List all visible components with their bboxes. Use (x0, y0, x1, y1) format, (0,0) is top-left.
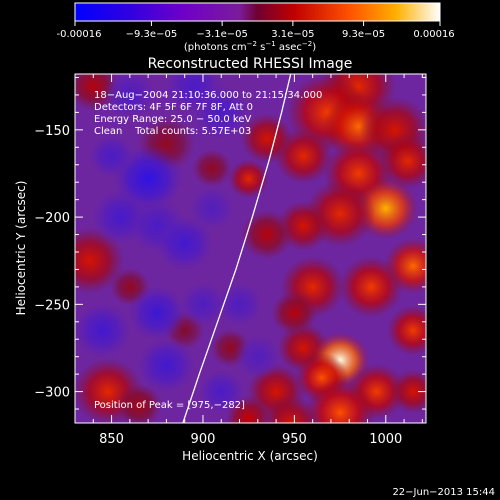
heatmap-blob (304, 379, 376, 423)
heatmap-blob (188, 186, 236, 231)
chart-title: Reconstructed RHESSI Image (148, 56, 353, 72)
annotation-detectors: Detectors: 4F 5F 6F 7F 8F, Att 0 (94, 102, 253, 113)
heatmap-blob (228, 159, 270, 199)
y-tick-label: −250 (34, 298, 70, 313)
heatmap-blob (270, 290, 318, 336)
annotation-energy: Energy Range: 25.0 − 50.0 keV (94, 114, 251, 125)
x-axis-label: Heliocentric X (arcsec) (182, 449, 318, 463)
x-tick-label: 950 (282, 432, 307, 447)
heatmap-image (75, 74, 426, 423)
annotation-time: 18−Aug−2004 21:10:36.000 to 21:15:34.000 (94, 90, 322, 101)
heatmap-blob (128, 285, 187, 341)
heatmap-blob (338, 256, 404, 318)
axes: 850 900 950 1000 −150 −200 −250 −300 (34, 74, 426, 447)
heatmap-blob (261, 395, 320, 423)
x-tick-label: 1000 (369, 432, 402, 447)
y-tick-label: −150 (34, 124, 70, 139)
heatmap-blob (137, 337, 196, 394)
colorbar (74, 2, 441, 22)
heatmap-blob (191, 148, 233, 188)
heatmap-blob (240, 113, 294, 164)
heatmap-blob (240, 209, 294, 260)
y-axis-label: Heliocentric Y (arcsec) (14, 181, 28, 316)
y-tick-label: −300 (34, 386, 70, 401)
plot-frame (74, 73, 427, 424)
annotation-counts: Clean Total counts: 5.57E+03 (94, 126, 251, 137)
colorbar-tick-label: 3.1e−05 (271, 29, 314, 40)
y-tick-label: −200 (34, 211, 70, 226)
colorbar-tick-label: −9.3e−05 (126, 29, 178, 40)
peak-position-label: Position of Peak = [975,−282] (94, 400, 245, 411)
x-tick-label: 850 (99, 432, 124, 447)
heatmap-blob (75, 302, 132, 359)
heatmap-blob (164, 74, 224, 115)
x-tick-label: 900 (191, 432, 216, 447)
heatmap-blob (103, 74, 157, 121)
heatmap-blob (197, 369, 245, 414)
colorbar-tick-label: 0.00016 (413, 29, 454, 40)
heatmap-blob (88, 133, 135, 179)
heatmap-blob (389, 369, 426, 414)
colorbar-ticks: -0.00016 −9.3e−05 −3.1e−05 3.1e−05 9.3e−05 0.… (57, 21, 455, 40)
solar-limb-line (182, 74, 292, 423)
colorbar-units: (photons cm−2 s−1 asec−2) (184, 40, 316, 53)
heatmap-blob (234, 334, 282, 380)
heatmap-blob (386, 305, 426, 356)
colorbar-tick-label: 9.3e−05 (342, 29, 385, 40)
colorbar-tick-label: −3.1e−05 (196, 29, 248, 40)
heatmap-blob (115, 383, 163, 423)
heatmap-blob (155, 215, 214, 272)
colorbar-tick-label: -0.00016 (57, 29, 102, 40)
heatmap-blob (179, 282, 227, 327)
timestamp: 22−Jun−2013 15:44 (392, 487, 495, 498)
